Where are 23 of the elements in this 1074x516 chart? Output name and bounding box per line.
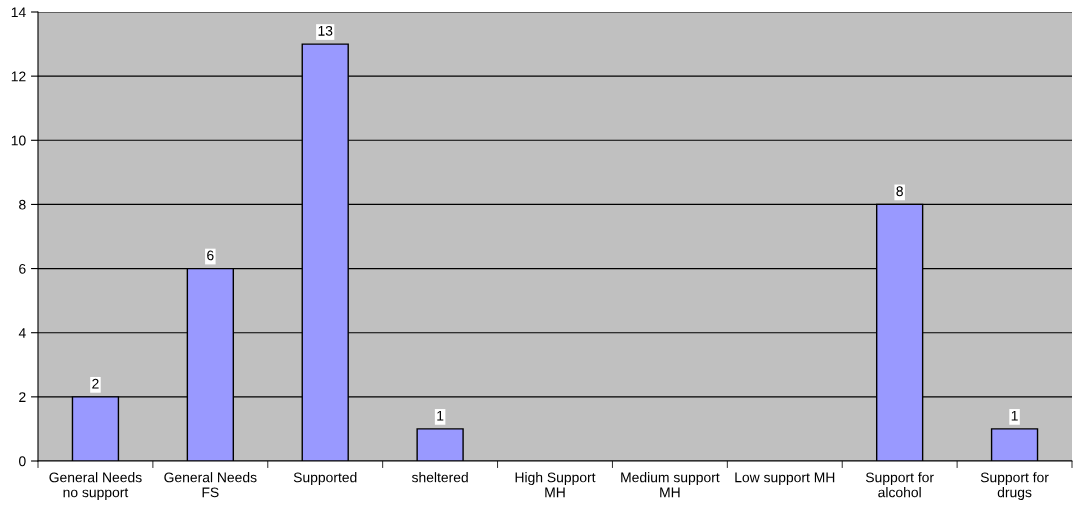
y-tick-label: 12	[11, 71, 26, 82]
y-tick-label: 14	[11, 7, 26, 18]
data-label: 1	[437, 410, 444, 421]
x-tick-label: High Support MH	[515, 472, 596, 498]
y-tick-label: 2	[19, 392, 26, 402]
y-tick-label: 10	[11, 135, 26, 146]
x-tick-label: Support for alcohol	[865, 472, 934, 498]
y-tick-label: 8	[19, 199, 26, 210]
data-label: 8	[896, 186, 903, 197]
x-tick-label: General Needs no support	[49, 472, 142, 501]
data-label: 2	[92, 378, 99, 389]
x-tick-label: Support for drugs	[980, 472, 1049, 501]
x-tick-label: Low support MH	[735, 472, 835, 486]
x-tick-label: General Needs FS	[164, 472, 257, 498]
x-tick-label: sheltered	[411, 472, 468, 483]
x-tick-label: Medium support MH	[621, 472, 720, 498]
y-tick-label: 4	[18, 328, 26, 338]
y-tick-label: 0	[19, 456, 26, 467]
y-tick-label: 6	[19, 263, 26, 274]
data-label: 1	[1011, 410, 1018, 421]
data-label: 13	[318, 25, 333, 36]
x-tick-label: Supported	[293, 472, 357, 486]
data-label: 6	[207, 250, 214, 261]
